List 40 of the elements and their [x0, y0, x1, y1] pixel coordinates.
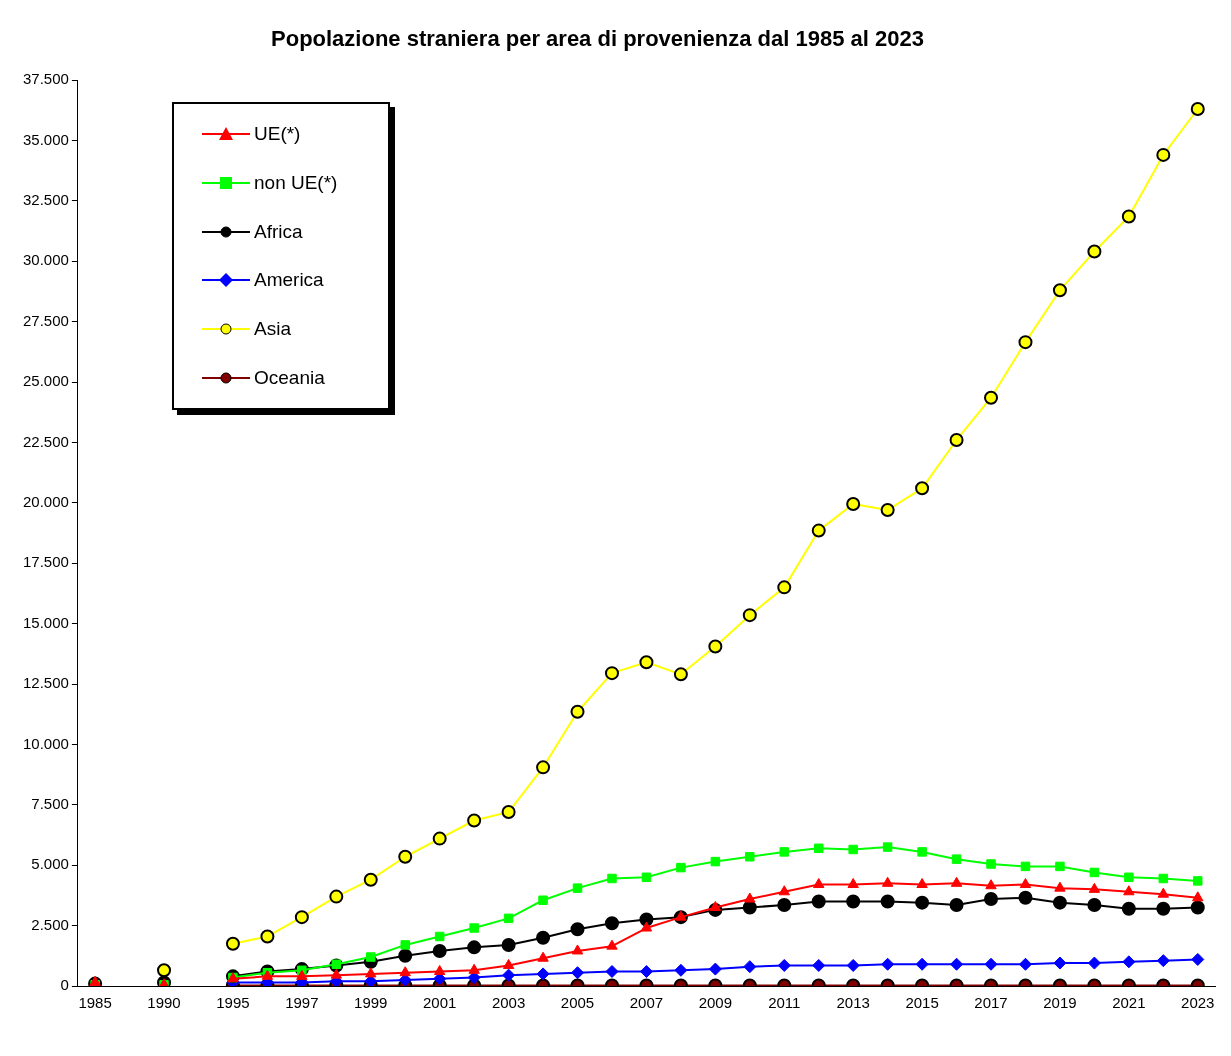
legend-label: Oceania	[254, 366, 325, 389]
y-tick-label: 17.500	[22, 553, 69, 571]
y-tick-label: 15.000	[22, 613, 69, 631]
y-tick-label: 37.500	[22, 70, 69, 88]
x-tick-label: 2019	[1043, 994, 1077, 1012]
x-tick-label: 1985	[78, 994, 112, 1012]
x-tick-label: 2023	[1181, 994, 1215, 1012]
y-tick-label: 20.000	[22, 492, 69, 510]
y-tick-label: 22.500	[22, 432, 69, 450]
x-tick-label: 2021	[1112, 994, 1146, 1012]
x-tick-label: 1999	[354, 994, 388, 1012]
x-tick-label: 2009	[698, 994, 733, 1012]
x-tick-label: 1990	[147, 994, 181, 1012]
y-tick-label: 27.500	[22, 311, 69, 329]
x-tick-label: 2007	[629, 994, 664, 1012]
chart-title: Popolazione straniera per area di provenienza dal 1985 al 2023	[270, 26, 925, 52]
legend-label: UE(*)	[254, 123, 301, 146]
y-tick-label: 10.000	[22, 734, 69, 752]
x-tick-label: 2003	[491, 994, 526, 1012]
y-tick-label: 25.000	[22, 372, 69, 390]
y-tick-label: 35.000	[22, 130, 69, 148]
y-tick-label: 30.000	[22, 251, 69, 269]
legend-label: non UE(*)	[254, 172, 338, 195]
x-tick-label: 1995	[216, 994, 250, 1012]
x-tick-label: 2005	[560, 994, 595, 1012]
y-tick-label: 2.500	[31, 915, 69, 933]
x-tick-label: 1997	[285, 994, 319, 1012]
y-tick-label: 5.000	[31, 855, 69, 873]
x-tick-label: 2013	[836, 994, 870, 1012]
y-tick-label: 0	[60, 976, 69, 994]
x-tick-label: 2001	[423, 994, 457, 1012]
y-tick-label: 7.500	[31, 794, 69, 812]
x-tick-label: 2017	[974, 994, 1008, 1012]
x-tick-label: 2015	[905, 994, 939, 1012]
legend-label: Africa	[254, 220, 303, 243]
x-tick-label: 2011	[768, 994, 801, 1012]
legend-label: America	[254, 269, 324, 292]
legend-label: Asia	[254, 318, 291, 341]
y-tick-label: 12.500	[22, 674, 69, 692]
y-tick-label: 32.500	[22, 190, 69, 208]
